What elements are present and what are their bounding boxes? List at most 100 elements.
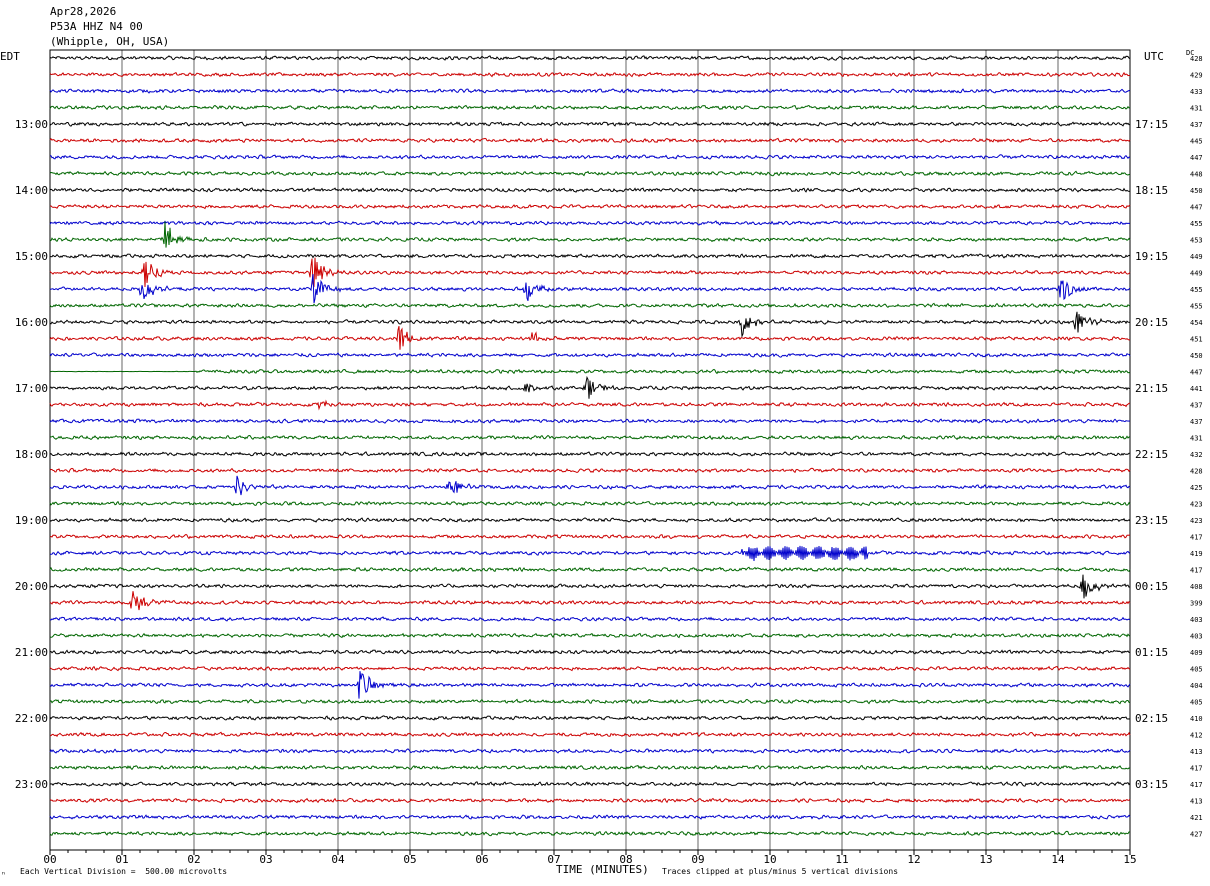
x-tick-label-15: 15 <box>1123 853 1136 866</box>
dc-offset-label: 453 <box>1190 237 1203 245</box>
left-hour-label: 22:00 <box>15 712 48 725</box>
trace-45 <box>49 797 1131 804</box>
plot-frame <box>49 49 1131 851</box>
dc-offset-label: 445 <box>1190 138 1203 146</box>
trace-30 <box>50 545 1131 562</box>
right-hour-label: 18:15 <box>1135 184 1168 197</box>
dc-offset-label: 427 <box>1190 831 1203 839</box>
dc-offset-label: 399 <box>1190 600 1203 608</box>
left-hour-label: 17:00 <box>15 382 48 395</box>
trace-12 <box>50 253 1131 259</box>
trace-17 <box>49 325 1131 350</box>
trace-27 <box>49 500 1131 507</box>
trace-11 <box>49 221 1131 248</box>
x-tick-label-04: 04 <box>331 853 345 866</box>
dc-offset-label: 447 <box>1190 204 1203 212</box>
dc-offset-label: 428 <box>1190 468 1203 476</box>
trace-16 <box>49 311 1131 339</box>
trace-5 <box>49 137 1131 144</box>
dc-offset-label: 421 <box>1190 814 1203 822</box>
dc-offset-label: 419 <box>1190 550 1203 558</box>
x-tick-label-05: 05 <box>403 853 416 866</box>
right-hour-label: 03:15 <box>1135 778 1168 791</box>
right-hour-label: 19:15 <box>1135 250 1168 263</box>
right-hour-label: 22:15 <box>1135 448 1168 461</box>
dc-offset-label: 423 <box>1190 517 1203 525</box>
trace-24 <box>49 451 1130 457</box>
left-hour-label: 19:00 <box>15 514 48 527</box>
right-hour-label: 02:15 <box>1135 712 1168 725</box>
scale-note: Each Vertical Division = 500.00 microvol… <box>20 867 228 876</box>
header-station: P53A HHZ N4 00 <box>50 20 143 33</box>
trace-8 <box>49 187 1131 193</box>
dc-offset-label: 441 <box>1190 385 1203 393</box>
trace-20 <box>49 375 1131 399</box>
dc-offset-label: 449 <box>1190 253 1203 261</box>
left-hour-label: 21:00 <box>15 646 48 659</box>
dc-offset-label: 455 <box>1190 303 1203 311</box>
trace-39 <box>49 698 1131 705</box>
x-tick-label-12: 12 <box>907 853 920 866</box>
x-tick-label-01: 01 <box>115 853 128 866</box>
x-tick-label-10: 10 <box>763 853 776 866</box>
trace-38 <box>49 671 1131 699</box>
dc-offset-label: 405 <box>1190 666 1203 674</box>
left-hour-label: 18:00 <box>15 448 48 461</box>
left-hour-label: 16:00 <box>15 316 48 329</box>
dc-offset-label: 449 <box>1190 270 1203 278</box>
trace-14 <box>49 274 1131 304</box>
trace-28 <box>49 517 1131 523</box>
dc-offset-label: 405 <box>1190 699 1203 707</box>
x-tick-label-00: 00 <box>43 853 56 866</box>
trace-36 <box>49 649 1131 655</box>
trace-21 <box>49 399 1131 411</box>
left-hour-label: 13:00 <box>15 118 48 131</box>
right-hour-label: 21:15 <box>1135 382 1168 395</box>
dc-offset-label: 428 <box>1190 55 1203 63</box>
trace-41 <box>49 731 1131 738</box>
dc-offset-label: 410 <box>1190 715 1203 723</box>
dc-offset-label: 451 <box>1190 336 1203 344</box>
dc-offset-label: 447 <box>1190 154 1203 162</box>
left-hour-label: 20:00 <box>15 580 48 593</box>
trace-47 <box>49 830 1131 837</box>
dc-offset-label: 437 <box>1190 418 1203 426</box>
dc-offset-label: 455 <box>1190 220 1203 228</box>
trace-46 <box>49 814 1131 820</box>
x-tick-label-02: 02 <box>187 853 200 866</box>
dc-offset-label: 409 <box>1190 649 1203 657</box>
right-hour-label: 00:15 <box>1135 580 1168 593</box>
dc-offset-label: 403 <box>1190 633 1203 641</box>
x-axis-title: TIME (MINUTES) <box>556 863 649 876</box>
x-tick-label-09: 09 <box>691 853 704 866</box>
dc-offset-label: 431 <box>1190 105 1203 113</box>
trace-2 <box>49 88 1131 94</box>
dc-offset-label: 437 <box>1190 402 1203 410</box>
dc-offset-label: 417 <box>1190 534 1203 542</box>
right-hour-label: 17:15 <box>1135 118 1168 131</box>
trace-9 <box>49 203 1131 210</box>
dc-offset-label: 413 <box>1190 748 1203 756</box>
trace-25 <box>49 467 1131 474</box>
trace-22 <box>49 418 1131 424</box>
corner-mark: ⁿ <box>1 870 6 879</box>
dc-offset-label: 454 <box>1190 319 1203 327</box>
right-hour-label: 20:15 <box>1135 316 1168 329</box>
trace-7 <box>49 170 1131 177</box>
dc-offset-label: 448 <box>1190 171 1203 179</box>
dc-offset-label: 423 <box>1190 501 1203 509</box>
dc-offset-label: 450 <box>1190 352 1203 360</box>
x-tick-label-14: 14 <box>1051 853 1065 866</box>
x-tick-label-03: 03 <box>259 853 272 866</box>
dc-offset-label: 429 <box>1190 72 1203 80</box>
dc-label: DC <box>1186 49 1195 57</box>
trace-6 <box>49 154 1131 160</box>
dc-offset-label: 413 <box>1190 798 1203 806</box>
trace-37 <box>49 665 1131 672</box>
trace-1 <box>49 71 1131 78</box>
trace-32 <box>49 574 1131 599</box>
trace-40 <box>49 715 1131 721</box>
dc-offset-label: 417 <box>1190 765 1203 773</box>
trace-35 <box>49 632 1131 639</box>
x-tick-label-13: 13 <box>979 853 992 866</box>
